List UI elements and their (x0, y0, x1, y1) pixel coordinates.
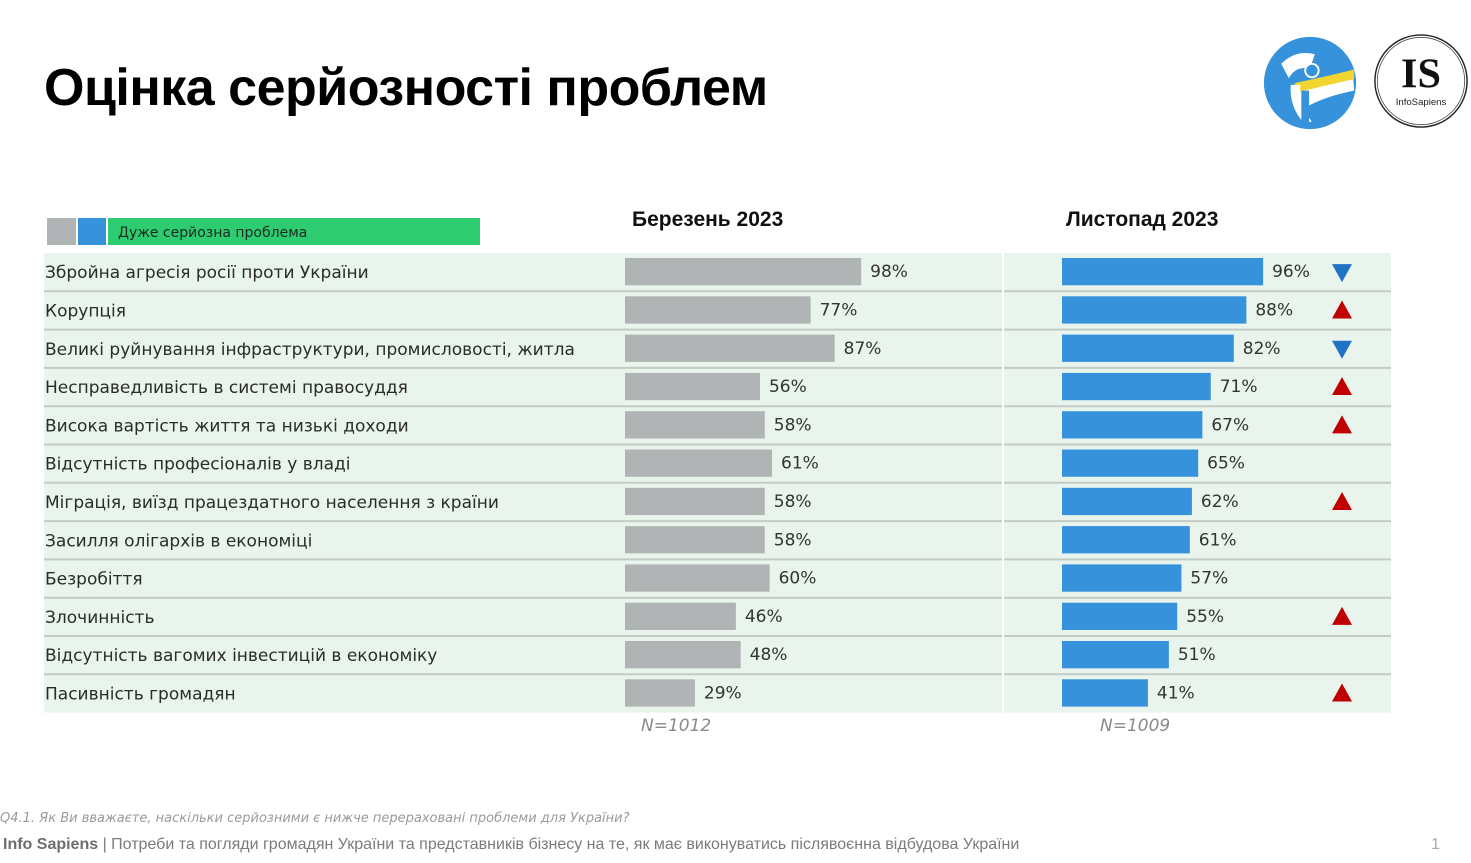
value-label-november: 62% (1201, 492, 1239, 512)
value-label-november: 67% (1211, 415, 1249, 435)
bar-march (625, 487, 765, 516)
bar-march (625, 372, 760, 401)
value-label-november: 41% (1157, 683, 1195, 703)
bar-november (1062, 679, 1148, 707)
infosapiens-logo: IS InfoSapiens (1374, 34, 1468, 128)
triangle-up-icon (1332, 377, 1352, 396)
value-label-march: 58% (774, 530, 812, 550)
category-label: Збройна агресія росії проти України (45, 263, 369, 283)
legend-label: Дуже серйозна проблема (108, 218, 480, 245)
bar-november (1062, 334, 1234, 362)
category-label: Великі руйнування інфраструктури, промис… (45, 340, 575, 360)
footer-separator: | (98, 836, 112, 853)
bar-november (1062, 372, 1211, 401)
sample-size-march: N=1012 (641, 716, 712, 736)
footer-brand: Info Sapiens (3, 836, 99, 853)
value-label-november: 51% (1178, 645, 1216, 665)
category-label: Висока вартість життя та низькі доходи (45, 416, 409, 436)
triangle-down-icon (1332, 264, 1352, 283)
legend: Дуже серйозна проблема (47, 218, 480, 245)
category-label: Несправедливість в системі правосуддя (45, 378, 408, 398)
bar-march (625, 602, 736, 630)
footer: Info Sapiens | Потреби та погляди громад… (3, 836, 1019, 854)
value-label-march: 77% (820, 300, 858, 320)
category-label: Засилля олігархів в економіці (45, 531, 312, 551)
bar-november (1062, 411, 1203, 439)
value-label-march: 87% (844, 339, 882, 359)
bar-march (625, 258, 862, 286)
legend-swatch-march (47, 218, 76, 245)
bar-november (1062, 487, 1192, 516)
bar-march (625, 526, 765, 554)
value-label-november: 61% (1199, 530, 1237, 550)
value-label-march: 48% (750, 645, 788, 665)
category-label: Пасивність громадян (45, 684, 236, 704)
triangle-down-icon (1332, 340, 1352, 359)
value-label-march: 46% (745, 607, 783, 627)
bar-march (625, 334, 835, 362)
triangle-up-icon (1332, 491, 1352, 510)
column-header-march: Березень 2023 (632, 208, 784, 231)
sample-size-november: N=1009 (1100, 716, 1171, 736)
value-label-march: 56% (769, 377, 807, 397)
bar-november (1062, 258, 1264, 286)
triangle-up-icon (1332, 606, 1352, 625)
bar-november (1062, 564, 1182, 592)
value-label-november: 57% (1190, 569, 1228, 589)
bar-november (1062, 602, 1178, 630)
triangle-up-icon (1332, 683, 1352, 702)
value-label-march: 98% (870, 262, 908, 282)
bar-march (625, 564, 770, 592)
value-label-november: 82% (1243, 339, 1281, 359)
bar-march (625, 641, 741, 669)
category-label: Відсутність професіоналів у владі (45, 455, 351, 475)
bar-november (1062, 641, 1169, 669)
value-label-november: 88% (1255, 300, 1293, 320)
bar-november (1062, 526, 1190, 554)
category-label: Відсутність вагомих інвестицій в економі… (45, 646, 437, 666)
value-label-november: 71% (1220, 377, 1258, 397)
legend-swatch-november (78, 218, 106, 245)
bar-march (625, 411, 765, 439)
value-label-march: 58% (774, 415, 812, 435)
bar-march (625, 449, 773, 477)
triangle-up-icon (1332, 300, 1352, 319)
footer-text: Потреби та погляди громадян України та п… (111, 836, 1020, 853)
category-label: Злочинність (45, 608, 154, 628)
category-label: Корупція (45, 301, 126, 321)
value-label-november: 65% (1207, 454, 1245, 474)
logo-letters: IS (1401, 51, 1441, 98)
value-label-march: 58% (774, 492, 812, 512)
survey-question: Q4.1. Як Ви вважаєте, наскільки серйозни… (0, 811, 630, 826)
triangle-up-icon (1332, 415, 1352, 434)
bar-november (1062, 296, 1247, 324)
value-label-march: 61% (781, 454, 819, 474)
column-header-november: Листопад 2023 (1066, 208, 1219, 231)
page-title: Оцінка серйозності проблем (44, 59, 768, 117)
logo-name: InfoSapiens (1396, 97, 1447, 108)
page-number: 1 (1431, 836, 1440, 853)
value-label-november: 96% (1272, 262, 1310, 282)
value-label-november: 55% (1186, 607, 1224, 627)
category-label: Безробіття (45, 570, 143, 590)
value-label-march: 29% (704, 683, 742, 703)
bar-march (625, 296, 811, 324)
bar-march (625, 679, 695, 707)
category-label: Міграція, виїзд працездатного населення … (45, 493, 499, 513)
bar-november (1062, 449, 1199, 477)
transparency-international-logo (1263, 36, 1357, 130)
value-label-march: 60% (779, 569, 817, 589)
